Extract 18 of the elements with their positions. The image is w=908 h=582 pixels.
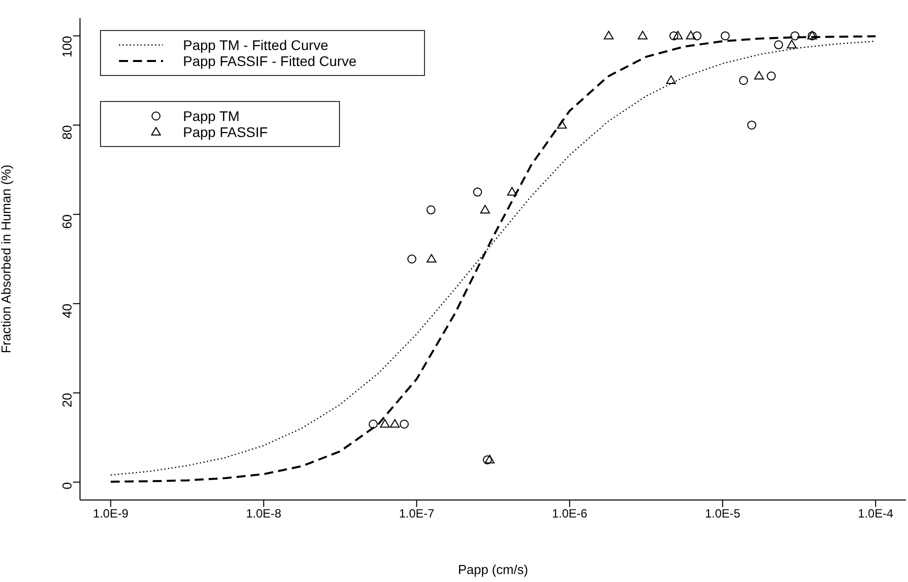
y-tick-label: 40: [60, 304, 75, 318]
y-tick-label: 100: [60, 36, 75, 58]
x-tick-label: 1.0E-9: [93, 506, 129, 521]
y-tick-label: 80: [60, 125, 75, 140]
y-axis-title: Fraction Absorbed in Human (%): [0, 164, 14, 354]
legend-label: Papp TM: [183, 108, 240, 124]
x-tick-label: 1.0E-6: [552, 506, 588, 521]
legend-label: Papp FASSIF - Fitted Curve: [183, 53, 357, 69]
y-tick-label: 20: [60, 392, 75, 408]
x-tick-label: 1.0E-5: [704, 506, 741, 521]
legend-label: Papp FASSIF: [183, 124, 268, 140]
y-tick-label: 60: [60, 214, 75, 229]
x-tick-label: 1.0E-4: [858, 506, 894, 521]
x-axis-title: Papp (cm/s): [458, 562, 528, 577]
legend-label: Papp TM - Fitted Curve: [183, 37, 328, 53]
x-tick-label: 1.0E-8: [246, 506, 282, 521]
x-tick-label: 1.0E-7: [398, 506, 435, 521]
y-tick-label: 0: [60, 482, 75, 490]
